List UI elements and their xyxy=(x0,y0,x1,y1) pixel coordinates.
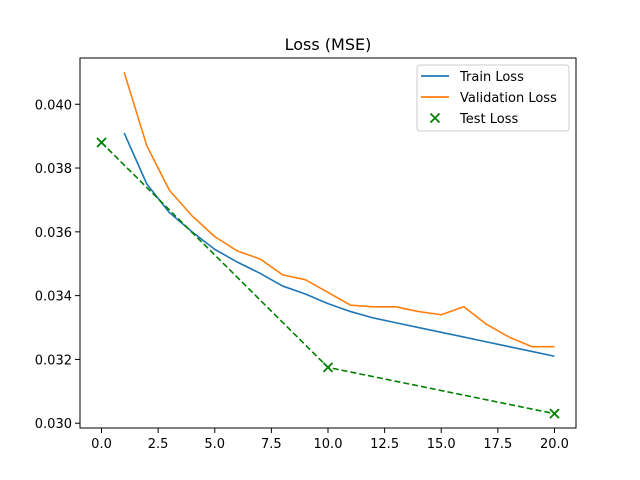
validation-loss-line xyxy=(123,72,555,348)
y-tick-label: 0.040 xyxy=(35,98,72,113)
legend: Train Loss Validation Loss Test Loss xyxy=(416,64,570,132)
x-tick-label: 7.5 xyxy=(261,437,282,452)
y-tick-label: 0.034 xyxy=(35,290,72,305)
plot-marks xyxy=(96,72,560,419)
axes: 0.0 2.5 5.0 7.5 10.0 12.5 15.0 17.5 20.0 0.030 0.0… xyxy=(35,98,569,452)
y-tick-label: 0.036 xyxy=(35,226,72,241)
x-tick-label: 10.0 xyxy=(314,437,343,452)
test-loss-point xyxy=(322,362,334,373)
test-loss-line xyxy=(100,141,555,415)
x-tick-label: 5.0 xyxy=(204,437,225,452)
legend-box xyxy=(416,64,570,132)
x-tick-label: 17.5 xyxy=(483,437,512,452)
x-tick-label: 0.0 xyxy=(91,437,112,452)
legend-label-train-loss: Train Loss xyxy=(459,70,524,85)
train-loss-line xyxy=(123,132,555,358)
legend-label-validation-loss: Validation Loss xyxy=(460,91,557,106)
legend-swatch-test-loss xyxy=(429,112,441,124)
test-loss-point xyxy=(96,137,107,148)
test-loss-point xyxy=(549,408,560,419)
x-tick-label: 12.5 xyxy=(370,437,399,452)
x-tick-label: 15.0 xyxy=(427,437,456,452)
y-tick-label: 0.038 xyxy=(35,162,72,177)
chart-title: Loss (MSE) xyxy=(285,35,372,54)
x-tick-label: 2.5 xyxy=(148,437,169,452)
legend-label-test-loss: Test Loss xyxy=(459,112,518,127)
x-tick-label: 20.0 xyxy=(540,437,569,452)
y-tick-label: 0.032 xyxy=(35,353,72,368)
y-tick-label: 0.030 xyxy=(35,417,72,432)
